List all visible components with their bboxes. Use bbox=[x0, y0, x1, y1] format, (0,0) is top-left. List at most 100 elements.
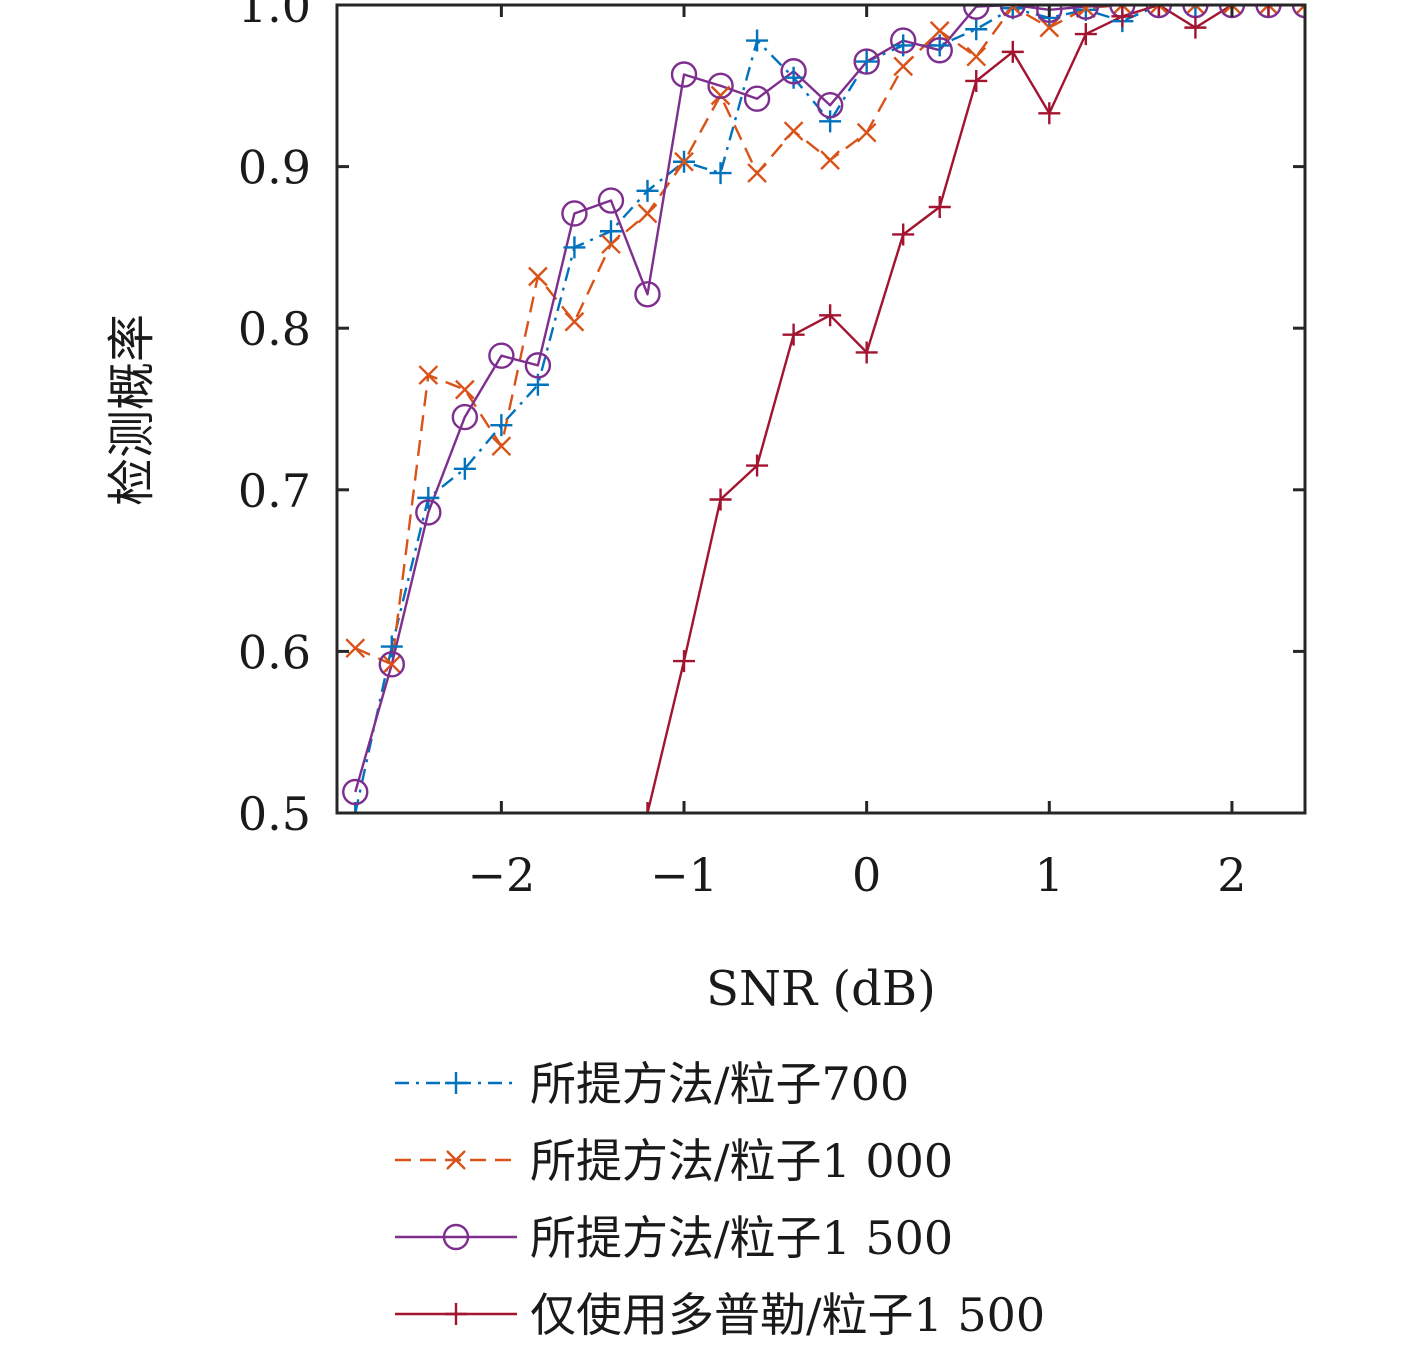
series-4-point bbox=[1147, 5, 1170, 16]
series-1-point bbox=[453, 457, 476, 480]
series-1-point bbox=[344, 802, 367, 813]
series-2-point bbox=[893, 56, 914, 77]
series-2-point bbox=[856, 122, 877, 143]
series-4-point bbox=[1111, 5, 1134, 28]
series-2-point bbox=[1258, 5, 1279, 15]
series-2-point bbox=[418, 365, 439, 385]
series-line-4 bbox=[646, 5, 1305, 813]
series-2-point bbox=[1002, 5, 1023, 17]
series-4-point bbox=[673, 650, 696, 673]
series-4-point bbox=[1038, 102, 1061, 125]
series-4-point bbox=[1001, 40, 1024, 63]
series-3-point bbox=[743, 85, 771, 112]
series-3-point bbox=[963, 5, 990, 20]
series-4-point bbox=[1257, 5, 1280, 16]
series-1-point bbox=[1184, 5, 1207, 16]
y-tick-label: 1.0 bbox=[238, 0, 311, 33]
legend-label-1: 所提方法/粒子700 bbox=[530, 1057, 909, 1111]
legend-label-4: 仅使用多普勒/粒子1 500 bbox=[530, 1288, 1045, 1342]
series-2-point bbox=[966, 46, 987, 67]
series-2-point bbox=[783, 121, 804, 141]
series-2-point bbox=[455, 379, 475, 400]
series-1-point bbox=[965, 18, 988, 41]
legend-marker-2 bbox=[446, 1150, 466, 1170]
series-1-point bbox=[599, 220, 622, 243]
series-1-point bbox=[855, 50, 878, 73]
series-3-point bbox=[1036, 5, 1063, 24]
series-1-point bbox=[563, 236, 586, 259]
x-tick-label: 2 bbox=[1217, 848, 1246, 902]
series-3-point bbox=[415, 499, 442, 526]
y-tick-label: 0.5 bbox=[238, 787, 311, 841]
legend: 所提方法/粒子700 所提方法/粒子1 000 所提方法/粒子1 500 仅使用多普勒… bbox=[395, 1057, 1045, 1342]
series-2-point bbox=[601, 234, 621, 255]
series-1-point bbox=[709, 162, 732, 185]
series-3-point bbox=[1255, 5, 1282, 19]
series-2-point bbox=[747, 163, 767, 183]
series-3-point bbox=[780, 58, 807, 85]
x-tick-label: −1 bbox=[650, 848, 718, 902]
series-2-point bbox=[345, 638, 366, 659]
series-4-point bbox=[928, 196, 951, 218]
marker-layer bbox=[342, 5, 1305, 813]
series-2-point bbox=[528, 266, 548, 287]
series-3-point bbox=[999, 5, 1026, 19]
series-2-point bbox=[1295, 5, 1305, 15]
y-tick-label: 0.9 bbox=[238, 141, 311, 195]
x-tick-label: −2 bbox=[467, 848, 535, 902]
series-2-point bbox=[710, 85, 731, 106]
series-2-point bbox=[381, 654, 402, 675]
y-tick-label: 0.6 bbox=[238, 625, 311, 679]
series-3-point bbox=[816, 91, 844, 119]
series-2-point bbox=[1149, 5, 1169, 15]
series-3-point bbox=[889, 27, 917, 54]
series-2-point bbox=[1112, 5, 1133, 15]
series-1-point bbox=[746, 29, 769, 52]
legend-label-3: 所提方法/粒子1 500 bbox=[530, 1211, 953, 1265]
tick-layer: 0.5 0.6 0.7 0.8 0.9 1.0 −2 −1 0 1 2 bbox=[238, 0, 1305, 902]
series-2-point bbox=[1039, 17, 1060, 38]
series-2-point bbox=[1222, 5, 1242, 15]
series-1-point bbox=[380, 635, 403, 658]
series-4-point bbox=[819, 304, 842, 327]
series-4-point bbox=[892, 223, 915, 246]
series-4-point bbox=[1074, 23, 1097, 46]
plot-frame bbox=[335, 3, 1307, 815]
legend-marker-4 bbox=[445, 1303, 467, 1325]
series-4-point bbox=[746, 454, 769, 477]
y-tick-label: 0.7 bbox=[238, 464, 311, 518]
series-3-point bbox=[451, 403, 479, 431]
x-tick-label: 0 bbox=[852, 848, 881, 902]
series-2-point bbox=[1075, 5, 1096, 19]
series-3-point bbox=[1072, 5, 1100, 20]
series-2-point bbox=[491, 436, 512, 457]
legend-marker-1 bbox=[445, 1072, 467, 1094]
series-3-point bbox=[707, 72, 734, 100]
x-tick-label: 1 bbox=[1035, 848, 1064, 902]
series-3-point bbox=[670, 61, 698, 88]
series-2-point bbox=[674, 151, 694, 172]
legend-marker-3 bbox=[442, 1223, 470, 1251]
x-axis-title: SNR (dB) bbox=[706, 961, 936, 1017]
series-3-point bbox=[378, 651, 405, 678]
series-4-point bbox=[965, 69, 988, 92]
series-1-point bbox=[417, 486, 440, 509]
series-4-point bbox=[1184, 16, 1207, 39]
series-4-point bbox=[709, 488, 732, 511]
series-1-point bbox=[636, 179, 659, 202]
series-2-point bbox=[637, 203, 658, 224]
y-axis-title: 检测概率 bbox=[104, 314, 160, 506]
series-4-point bbox=[855, 341, 878, 364]
series-line-1 bbox=[354, 5, 1305, 813]
series-3-point bbox=[488, 342, 515, 369]
series-2-point bbox=[564, 311, 585, 332]
legend-label-2: 所提方法/粒子1 000 bbox=[530, 1134, 953, 1188]
series-3-point bbox=[597, 187, 625, 214]
series-2-point bbox=[820, 150, 840, 170]
series-3-point bbox=[561, 200, 588, 227]
series-2-point bbox=[929, 21, 950, 41]
series-4-point bbox=[782, 323, 805, 346]
series-2-point bbox=[1185, 5, 1206, 15]
series-1-point bbox=[782, 66, 805, 89]
